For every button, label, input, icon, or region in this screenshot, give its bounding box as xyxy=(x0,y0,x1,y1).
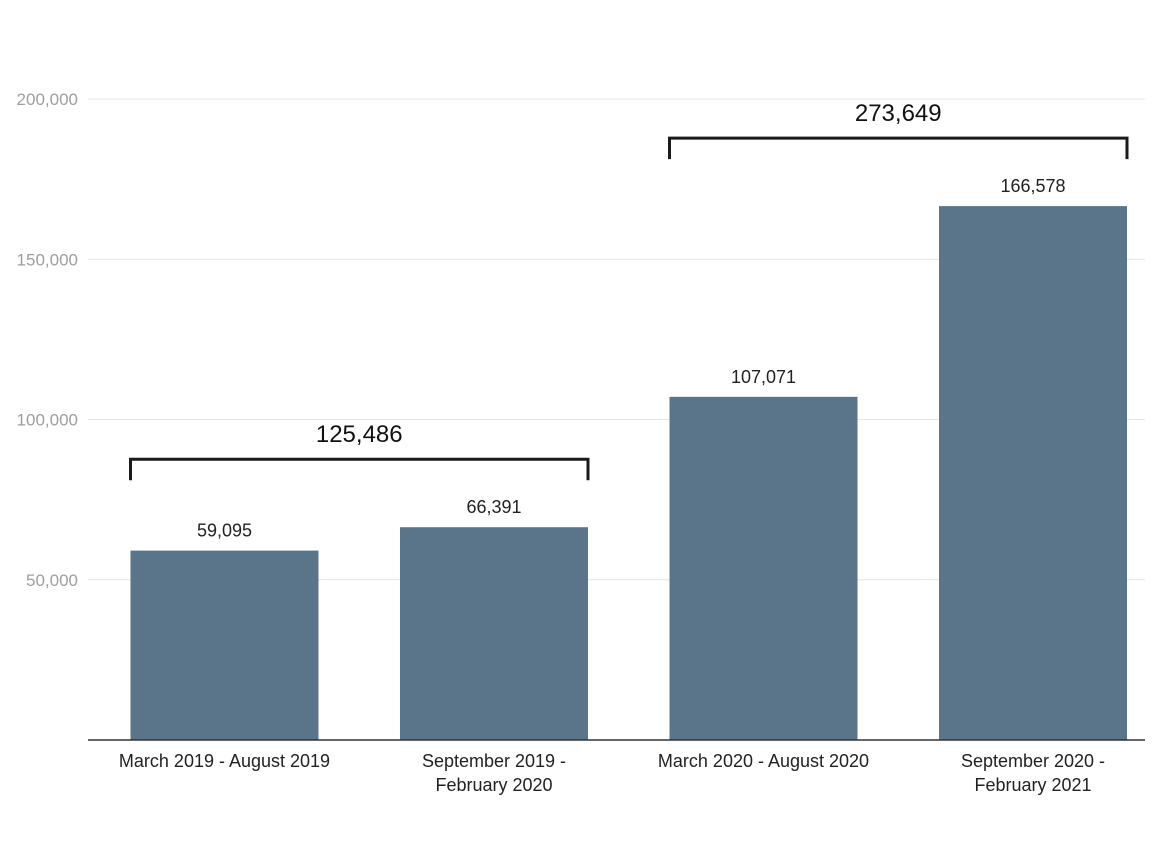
data-label: 66,391 xyxy=(466,497,521,517)
bar xyxy=(400,527,588,740)
x-tick-label: September 2020 -February 2021 xyxy=(961,751,1105,795)
bar xyxy=(669,396,858,740)
data-label: 107,071 xyxy=(731,367,796,387)
x-tick-label: September 2019 -February 2020 xyxy=(422,751,566,795)
data-label: 166,578 xyxy=(1000,176,1065,196)
group-total-label: 125,486 xyxy=(316,421,403,448)
y-tick-label: 200,000 xyxy=(17,90,78,109)
y-tick-label: 100,000 xyxy=(17,411,78,430)
x-tick-label: March 2020 - August 2020 xyxy=(658,751,869,771)
y-tick-label: 50,000 xyxy=(26,571,78,590)
bar xyxy=(939,206,1127,741)
group-bracket xyxy=(668,136,1129,160)
x-tick-label: March 2019 - August 2019 xyxy=(119,751,330,771)
data-label: 59,095 xyxy=(197,521,252,541)
bar xyxy=(130,550,319,740)
group-total-label: 273,649 xyxy=(855,100,942,127)
y-tick-label: 150,000 xyxy=(17,250,78,269)
group-bracket xyxy=(129,457,590,481)
